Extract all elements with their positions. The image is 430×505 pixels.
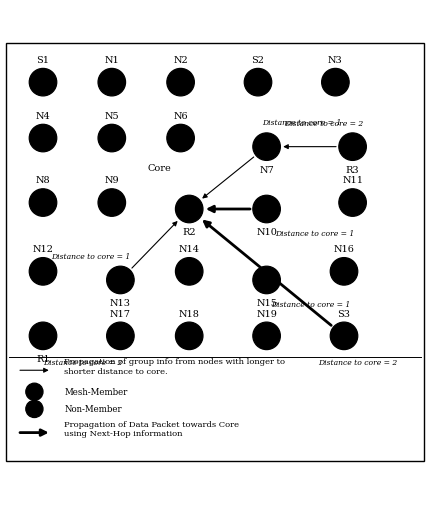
Circle shape [244, 69, 272, 97]
Circle shape [175, 323, 203, 350]
Text: N19: N19 [256, 309, 277, 318]
Text: Distance to core = 1: Distance to core = 1 [271, 300, 350, 308]
Circle shape [167, 69, 194, 97]
Text: R2: R2 [182, 228, 196, 236]
Text: N6: N6 [173, 112, 188, 121]
Circle shape [175, 258, 203, 285]
Text: N2: N2 [173, 56, 188, 65]
Text: R1: R1 [36, 354, 50, 363]
Circle shape [29, 323, 57, 350]
Circle shape [29, 69, 57, 97]
Text: Distance to core = 2: Distance to core = 2 [318, 358, 397, 366]
Circle shape [339, 134, 366, 161]
Text: N4: N4 [36, 112, 50, 121]
Circle shape [26, 400, 43, 418]
Text: N16: N16 [334, 245, 354, 254]
Text: N3: N3 [328, 56, 343, 65]
Text: N9: N9 [104, 176, 119, 185]
Circle shape [330, 258, 358, 285]
Text: N13: N13 [110, 298, 131, 308]
Text: N10: N10 [256, 228, 277, 236]
Text: Distance to core = 1: Distance to core = 1 [52, 253, 131, 261]
Text: S2: S2 [252, 56, 264, 65]
Circle shape [107, 323, 134, 350]
Circle shape [29, 189, 57, 217]
Text: Non-Member: Non-Member [64, 405, 122, 414]
Text: N12: N12 [33, 245, 53, 254]
Circle shape [107, 267, 134, 294]
Text: S3: S3 [338, 309, 350, 318]
Circle shape [339, 189, 366, 217]
Circle shape [253, 134, 280, 161]
Circle shape [175, 196, 203, 223]
Text: N17: N17 [110, 309, 131, 318]
Text: N8: N8 [36, 176, 50, 185]
Text: N15: N15 [256, 298, 277, 308]
Text: Core: Core [147, 163, 171, 172]
Circle shape [26, 383, 43, 400]
Text: S1: S1 [37, 56, 49, 65]
Text: N11: N11 [342, 176, 363, 185]
Text: Distance to core = 2: Distance to core = 2 [284, 120, 363, 128]
Text: N18: N18 [179, 309, 200, 318]
Text: N14: N14 [179, 245, 200, 254]
Circle shape [253, 267, 280, 294]
Text: N1: N1 [104, 56, 119, 65]
Text: Distance to core = 1: Distance to core = 1 [275, 229, 354, 237]
Circle shape [29, 125, 57, 153]
Circle shape [322, 69, 349, 97]
Circle shape [98, 189, 126, 217]
Text: Propagation of group info from nodes with longer to
shorter distance to core.: Propagation of group info from nodes wit… [64, 358, 286, 375]
Text: Distance to core = 2: Distance to core = 2 [43, 358, 122, 366]
Circle shape [98, 125, 126, 153]
Text: N5: N5 [104, 112, 119, 121]
Text: Propagation of Data Packet towards Core
using Next-Hop information: Propagation of Data Packet towards Core … [64, 420, 240, 437]
Circle shape [98, 69, 126, 97]
Circle shape [253, 196, 280, 223]
Text: Distance to core = 1: Distance to core = 1 [262, 119, 341, 126]
Text: R3: R3 [346, 165, 359, 174]
Text: N7: N7 [259, 165, 274, 174]
Circle shape [253, 323, 280, 350]
Text: Mesh-Member: Mesh-Member [64, 387, 128, 396]
Circle shape [167, 125, 194, 153]
Circle shape [330, 323, 358, 350]
Circle shape [29, 258, 57, 285]
